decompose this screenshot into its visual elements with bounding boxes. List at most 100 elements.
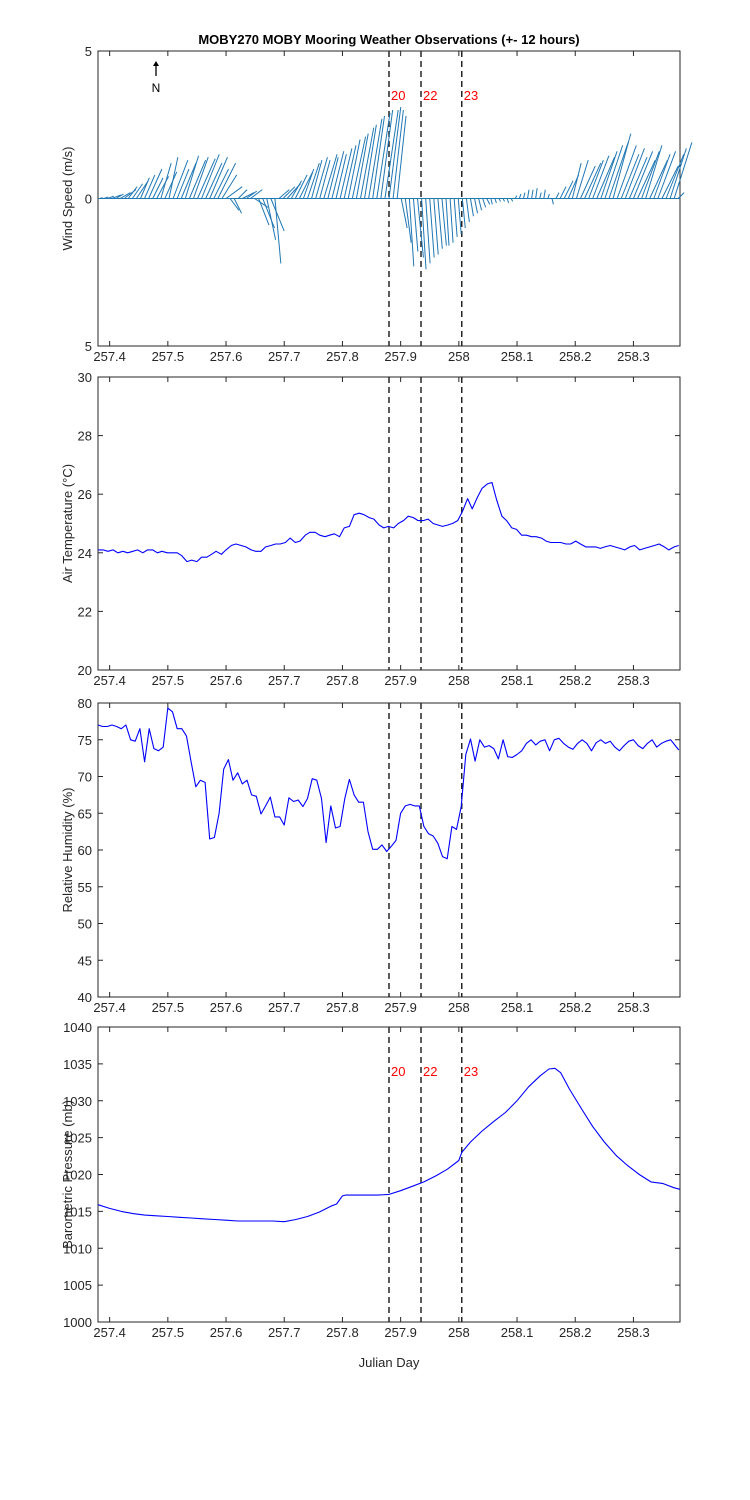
wind-vector (258, 198, 270, 226)
series-line (97, 1067, 681, 1223)
x-tick-label: 258.3 (617, 349, 650, 364)
wind-vector (176, 168, 190, 199)
wind-vector (323, 154, 338, 199)
wind-vector (209, 157, 228, 199)
wind-vector (527, 189, 530, 199)
event-label-23: 23 (464, 88, 478, 103)
wind-vector (237, 189, 248, 199)
panel-3: 257.4 257.5 257.6 257.7 257.8 257.9 258 258.1 25… (60, 696, 681, 1015)
wind-vector (197, 158, 216, 199)
wind-vector (359, 127, 375, 199)
series-line (97, 707, 680, 860)
wind-vector (319, 160, 331, 199)
wind-vector (588, 159, 604, 199)
wind-vector (608, 142, 629, 199)
wind-vector (298, 171, 314, 199)
wind-vector (498, 198, 501, 202)
wind-vector (355, 133, 369, 199)
wind-vector (478, 198, 483, 211)
x-tick-label: 258 (448, 673, 470, 688)
wind-vector (144, 174, 156, 199)
wind-vector (213, 168, 230, 199)
north-label: N (152, 81, 161, 95)
x-tick-label: 258.2 (559, 1000, 592, 1015)
x-tick-label: 257.5 (152, 349, 185, 364)
wind-vector (311, 160, 323, 199)
y-axis-label: Air Temperature (°C) (60, 464, 75, 583)
wind-vector (408, 198, 415, 267)
wind-vector (343, 145, 357, 199)
y-tick-label: 20 (78, 663, 92, 678)
wind-vector (433, 198, 439, 255)
y-tick-label: 1025 (63, 1131, 92, 1146)
event-label-20: 20 (391, 1064, 405, 1079)
wind-vector (657, 151, 677, 199)
y-axis-label: Relative Humidity (%) (60, 788, 75, 913)
wind-vector (543, 189, 546, 199)
wind-vector (486, 198, 491, 205)
wind-vector (645, 145, 663, 199)
wind-vector (502, 198, 505, 202)
wind-vector (604, 145, 624, 199)
wind-vector (368, 118, 383, 199)
x-tick-label: 257.8 (326, 1000, 359, 1015)
wind-vector (555, 192, 560, 199)
x-tick-label: 257.8 (326, 673, 359, 688)
chart-title: MOBY270 MOBY Mooring Weather Observation… (198, 32, 579, 47)
x-tick-label: 258.1 (501, 1000, 534, 1015)
y-tick-label: 1040 (63, 1020, 92, 1035)
y-tick-label: 50 (78, 917, 92, 932)
wind-vector (384, 109, 399, 199)
wind-vector (596, 157, 615, 199)
wind-vector (217, 162, 237, 199)
x-tick-label: 258 (448, 1325, 470, 1340)
wind-vector (135, 180, 149, 199)
wind-vector (425, 198, 431, 264)
wind-vector (184, 155, 200, 199)
wind-vector (205, 162, 223, 199)
x-tick-label: 257.9 (384, 1000, 417, 1015)
x-tick-label: 257.4 (93, 673, 126, 688)
wind-vector (294, 174, 308, 199)
wind-vector (490, 198, 493, 205)
wind-vector (514, 195, 518, 199)
wind-vector (641, 151, 660, 199)
x-tick-label: 257.7 (268, 1000, 301, 1015)
x-tick-label: 257.6 (210, 1000, 243, 1015)
wind-vector (584, 162, 602, 199)
wind-vector (461, 198, 466, 229)
wind-vector (571, 162, 582, 199)
y-tick-label: 28 (78, 429, 92, 444)
wind-vector (229, 198, 240, 211)
wind-vector (653, 154, 671, 199)
wind-vector (168, 157, 179, 199)
x-tick-label: 258.2 (559, 349, 592, 364)
wind-vector (457, 198, 462, 234)
x-tick-label: 258.3 (617, 1000, 650, 1015)
wind-vector (315, 157, 328, 199)
wind-vector (669, 148, 687, 199)
wind-vector (628, 157, 648, 199)
wind-vector (201, 154, 220, 199)
wind-vector (616, 145, 637, 199)
wind-vector (624, 148, 645, 199)
x-tick-label: 257.6 (210, 349, 243, 364)
wind-vector (677, 192, 685, 199)
y-tick-label: 5 (85, 44, 92, 59)
x-tick-label: 258 (448, 349, 470, 364)
wind-vector (242, 192, 255, 199)
wind-vector (522, 192, 526, 199)
wind-vector (347, 139, 361, 199)
x-tick-label: 258.1 (501, 349, 534, 364)
x-tick-label: 257.8 (326, 349, 359, 364)
wind-vector (152, 177, 164, 199)
y-tick-label: 55 (78, 880, 92, 895)
y-tick-label: 1010 (63, 1241, 92, 1256)
wind-vector (99, 197, 103, 199)
wind-vector (449, 198, 454, 243)
event-label-22: 22 (423, 1064, 437, 1079)
wind-vector (376, 112, 391, 199)
x-tick-label: 258.3 (617, 1325, 650, 1340)
wind-vector (551, 198, 554, 205)
